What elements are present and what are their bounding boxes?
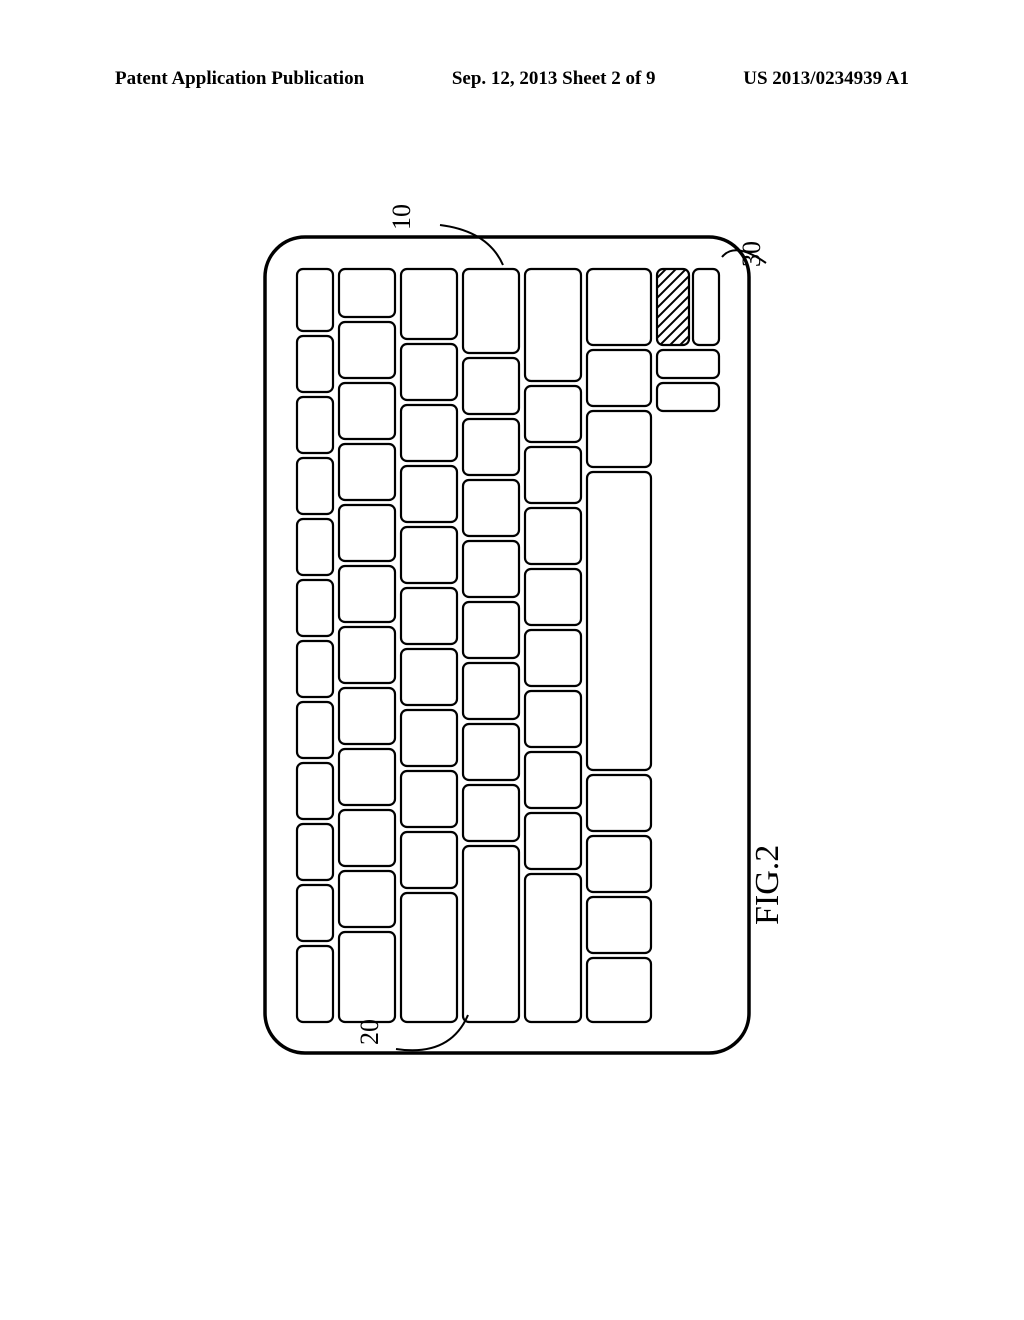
figure-2: FIG.2 10 20 30 <box>170 205 870 1110</box>
date-sheet: Sep. 12, 2013 Sheet 2 of 9 <box>452 68 656 90</box>
keyboard-diagram: FIG.2 10 20 30 <box>170 205 870 1110</box>
svg-text:10: 10 <box>387 205 416 230</box>
publication-number: US 2013/0234939 A1 <box>743 68 909 90</box>
svg-text:20: 20 <box>355 1019 384 1045</box>
patent-header: Patent Application Publication Sep. 12, … <box>0 68 1024 90</box>
svg-text:FIG.2: FIG.2 <box>749 845 786 925</box>
svg-text:30: 30 <box>737 241 766 267</box>
publication-type: Patent Application Publication <box>115 68 364 90</box>
